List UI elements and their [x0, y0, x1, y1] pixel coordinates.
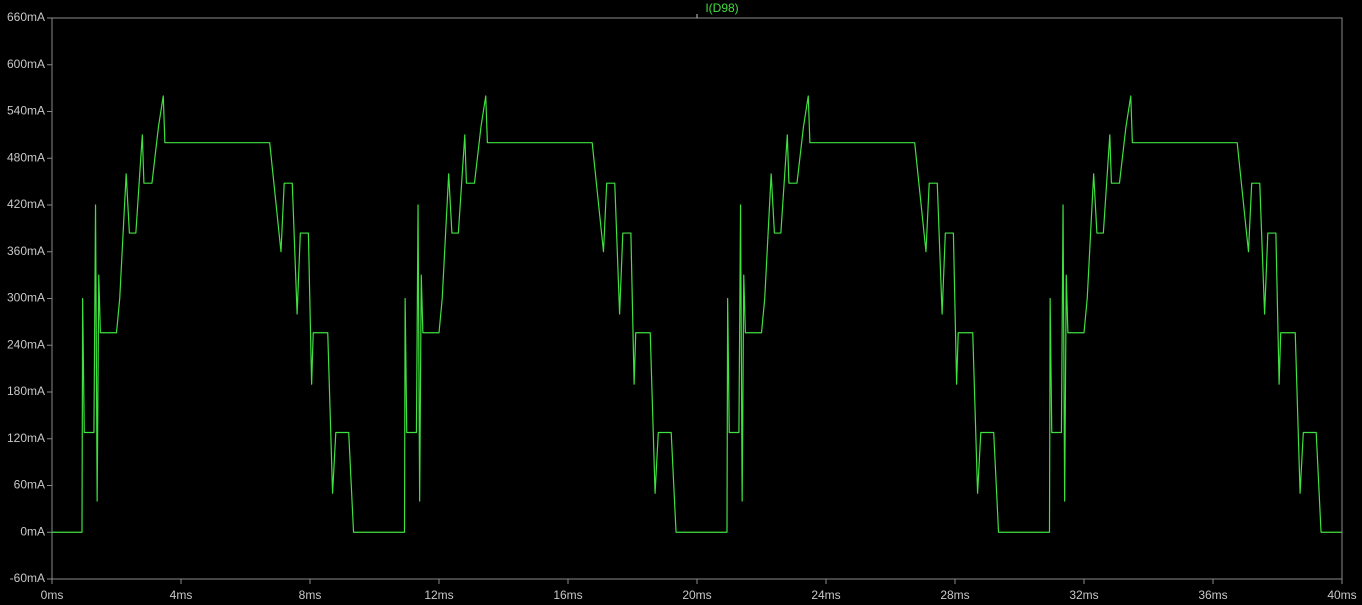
y-tick-label: 180mA: [7, 384, 45, 398]
x-tick-label: 36ms: [1198, 588, 1227, 602]
y-tick-label: 240mA: [7, 337, 45, 351]
series-line: [52, 95, 1342, 533]
x-tick-label: 32ms: [1069, 588, 1098, 602]
y-tick-label: -60mA: [10, 571, 45, 585]
y-tick-label: 300mA: [7, 291, 45, 305]
x-tick-label: 0ms: [41, 588, 64, 602]
y-tick-label: 60mA: [14, 478, 45, 492]
y-tick-label: 360mA: [7, 244, 45, 258]
y-tick-label: 660mA: [7, 10, 45, 24]
y-tick-label: 420mA: [7, 197, 45, 211]
x-tick-label: 20ms: [682, 588, 711, 602]
legend-label: I(D98): [705, 1, 738, 15]
y-tick-label: 0mA: [20, 524, 45, 538]
x-tick-label: 40ms: [1327, 588, 1356, 602]
x-tick-label: 16ms: [553, 588, 582, 602]
y-tick-label: 120mA: [7, 431, 45, 445]
x-tick-label: 12ms: [424, 588, 453, 602]
x-tick-label: 28ms: [940, 588, 969, 602]
y-tick-label: 600mA: [7, 57, 45, 71]
plot-frame: [51, 17, 1343, 580]
x-tick-label: 8ms: [299, 588, 322, 602]
y-tick-label: 540mA: [7, 104, 45, 118]
y-tick-label: 480mA: [7, 150, 45, 164]
x-tick-label: 24ms: [811, 588, 840, 602]
x-tick-label: 4ms: [170, 588, 193, 602]
